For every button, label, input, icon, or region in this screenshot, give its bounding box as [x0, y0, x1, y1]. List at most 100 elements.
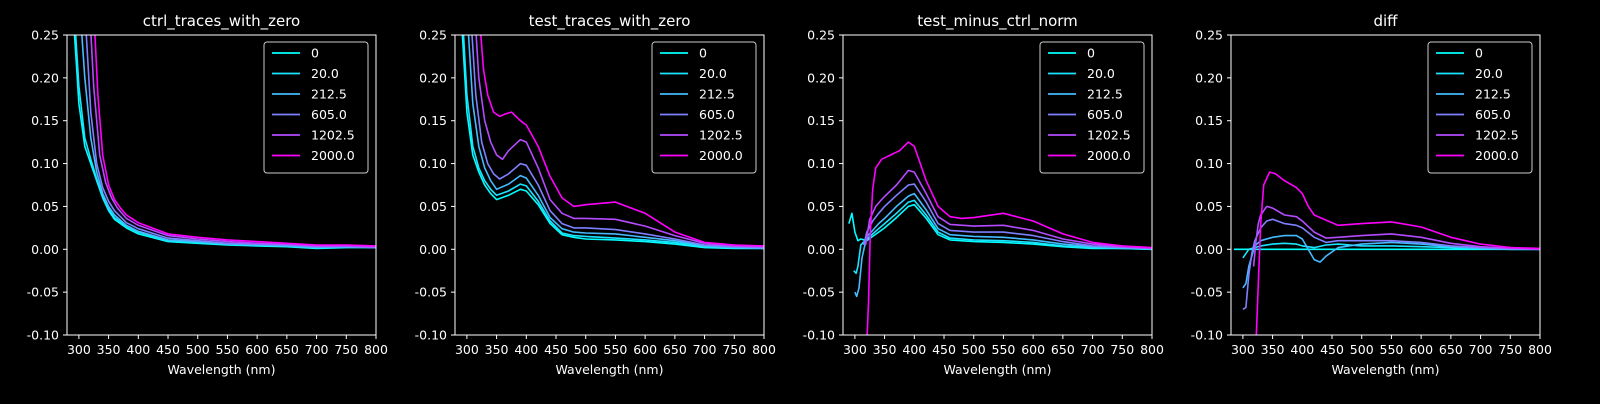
y-tick-label: 0.10 — [419, 156, 447, 171]
x-tick-label: 550 — [1380, 342, 1404, 357]
series-line-1202-5 — [475, 35, 764, 248]
x-tick-label: 700 — [1469, 342, 1493, 357]
x-tick-label: 750 — [1498, 342, 1522, 357]
legend-label: 2000.0 — [1475, 148, 1519, 163]
legend-label: 605.0 — [311, 107, 347, 122]
legend-label: 0 — [1475, 46, 1483, 61]
legend: 0 20.0 212.5 605.0 1202.5 2000.0 — [1427, 41, 1533, 174]
x-tick-label: 350 — [485, 342, 509, 357]
legend-label: 2000.0 — [311, 148, 355, 163]
legend-label: 2000.0 — [1087, 148, 1131, 163]
x-tick-label: 750 — [334, 342, 358, 357]
series-line-212-5 — [467, 35, 764, 250]
x-tick-label: 450 — [1320, 342, 1344, 357]
x-tick-label: 650 — [663, 342, 687, 357]
series-line-605-0 — [1242, 218, 1540, 310]
series-line-212-5 — [854, 192, 1152, 298]
legend-label: 1202.5 — [1475, 128, 1519, 143]
legend-label: 0 — [311, 46, 319, 61]
legend-label: 605.0 — [1087, 107, 1123, 122]
legend-label: 605.0 — [699, 107, 735, 122]
series-line-212-5 — [81, 35, 376, 249]
series-line-1202-5 — [864, 169, 1152, 250]
y-tick-label: 0.20 — [419, 70, 447, 85]
legend-label: 0 — [699, 46, 707, 61]
plot-area — [848, 141, 1152, 335]
series-line-1202-5 — [90, 35, 376, 248]
panel-3: 300 350 400 450 500 550 600 650 700 750 800 -0.10 -0… — [803, 12, 1164, 377]
x-tick-label: 600 — [245, 342, 269, 357]
x-axis-label: Wavelength (nm) — [556, 362, 664, 377]
series-line-0 — [848, 203, 1152, 251]
x-tick-label: 550 — [604, 342, 628, 357]
y-tick-label: 0.15 — [1195, 113, 1223, 128]
x-tick-label: 650 — [275, 342, 299, 357]
y-tick-label: 0.05 — [807, 199, 835, 214]
x-tick-label: 300 — [1231, 342, 1255, 357]
y-tick-label: 0.20 — [31, 70, 59, 85]
x-tick-label: 400 — [902, 342, 926, 357]
y-tick-label: 0.25 — [419, 28, 447, 43]
x-tick-label: 450 — [544, 342, 568, 357]
x-axis-label: Wavelength (nm) — [168, 362, 276, 377]
x-tick-label: 350 — [873, 342, 897, 357]
series-line-20-0 — [853, 199, 1152, 275]
plot-area — [461, 35, 764, 250]
series-line-2000-0 — [1255, 171, 1540, 335]
x-tick-label: 300 — [455, 342, 479, 357]
legend-label: 20.0 — [1087, 66, 1115, 81]
series-line-20-0 — [462, 35, 764, 250]
y-tick-label: 0.10 — [807, 156, 835, 171]
x-tick-label: 450 — [932, 342, 956, 357]
series-line-2000-0 — [94, 35, 376, 247]
legend-label: 212.5 — [1475, 87, 1511, 102]
series-line-605-0 — [85, 35, 376, 249]
y-tick-label: 0.25 — [31, 28, 59, 43]
x-tick-label: 300 — [67, 342, 91, 357]
series-line-2000-0 — [480, 35, 764, 247]
x-tick-label: 750 — [722, 342, 746, 357]
legend-label: 20.0 — [1475, 66, 1503, 81]
panel-4: 300 350 400 450 500 550 600 650 700 750 800 -0.10 -0… — [1191, 12, 1552, 377]
plot-area — [1234, 171, 1540, 335]
plot-area — [73, 35, 376, 250]
legend-label: 605.0 — [1475, 107, 1511, 122]
legend: 0 20.0 212.5 605.0 1202.5 2000.0 — [1039, 41, 1145, 174]
x-tick-label: 450 — [156, 342, 180, 357]
y-tick-label: 0.15 — [807, 113, 835, 128]
y-tick-label: -0.10 — [27, 328, 59, 343]
y-tick-label: 0.15 — [419, 113, 447, 128]
y-tick-label: 0.00 — [807, 242, 835, 257]
y-tick-label: 0.05 — [419, 199, 447, 214]
y-tick-label: 0.05 — [1195, 199, 1223, 214]
x-tick-label: 500 — [574, 342, 598, 357]
y-tick-label: 0.00 — [1195, 242, 1223, 257]
x-tick-label: 800 — [1140, 342, 1164, 357]
series-line-605-0 — [863, 183, 1152, 250]
y-tick-label: -0.05 — [27, 285, 59, 300]
x-tick-label: 500 — [186, 342, 210, 357]
y-tick-label: 0.20 — [807, 70, 835, 85]
legend-label: 2000.0 — [699, 148, 743, 163]
x-tick-label: 400 — [126, 342, 150, 357]
y-tick-label: 0.05 — [31, 199, 59, 214]
x-tick-label: 500 — [1350, 342, 1374, 357]
legend-box — [263, 41, 369, 174]
legend-label: 212.5 — [699, 87, 735, 102]
y-tick-label: -0.10 — [1191, 328, 1223, 343]
legend-label: 212.5 — [311, 87, 347, 102]
axes-frame — [66, 34, 377, 336]
legend-label: 20.0 — [699, 66, 727, 81]
axes-frame — [454, 34, 765, 336]
x-tick-label: 650 — [1051, 342, 1075, 357]
legend: 0 20.0 212.5 605.0 1202.5 2000.0 — [263, 41, 369, 174]
x-tick-label: 550 — [216, 342, 240, 357]
x-axis-label: Wavelength (nm) — [1332, 362, 1440, 377]
panel-1: 300 350 400 450 500 550 600 650 700 750 800 -0.10 -0… — [27, 12, 388, 377]
legend-label: 212.5 — [1087, 87, 1123, 102]
series-line-0 — [461, 35, 764, 250]
x-tick-label: 600 — [1409, 342, 1433, 357]
x-tick-label: 550 — [992, 342, 1016, 357]
legend-label: 0 — [1087, 46, 1095, 61]
